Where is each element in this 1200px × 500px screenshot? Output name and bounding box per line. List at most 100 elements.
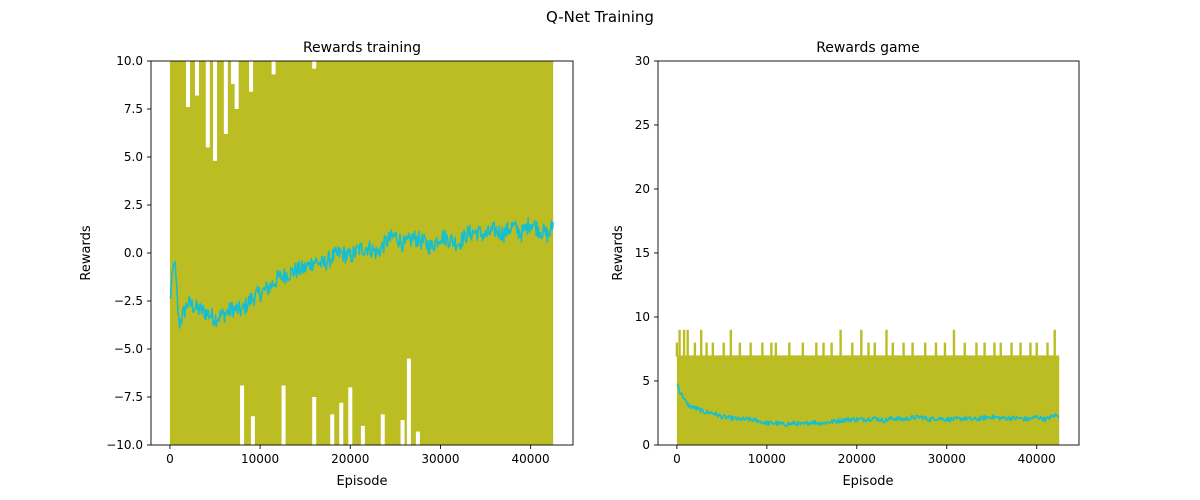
raw-spike	[699, 329, 703, 357]
moving-average-series	[169, 217, 554, 329]
x-tick-label: 30000	[928, 452, 966, 466]
raw-spike	[975, 342, 978, 357]
raw-gap-top	[223, 61, 228, 134]
raw-gap-bottom	[415, 431, 420, 445]
raw-spike	[686, 329, 689, 357]
raw-gap-bottom	[339, 402, 344, 445]
raw-gap-top	[194, 61, 199, 96]
raw-spike	[867, 342, 870, 357]
y-tick-label: −7.5	[114, 390, 143, 404]
y-tick-label: −5.0	[114, 342, 143, 356]
raw-spike	[774, 342, 778, 357]
raw-band	[676, 355, 1060, 445]
chart-rewards-training: Rewards training 0 10000 20000 30000 40000 −…	[79, 40, 574, 489]
x-axis-label: Episode	[336, 474, 387, 489]
raw-spike	[729, 329, 733, 357]
y-tick-label: 10.0	[116, 54, 143, 68]
raw-gap-top	[205, 61, 210, 148]
moving-average-series	[676, 383, 1060, 428]
y-axis-label: Rewards	[611, 225, 626, 280]
raw-spike	[860, 329, 863, 357]
raw-spike	[839, 329, 842, 357]
y-tick-label: 25	[635, 118, 650, 132]
x-tick-label: 10000	[748, 452, 786, 466]
raw-spike	[1053, 329, 1056, 357]
raw-spike	[678, 329, 681, 357]
y-axis-label: Rewards	[79, 225, 94, 280]
x-tick-label: 40000	[512, 452, 550, 466]
chart-rewards-game: Rewards game 0 10000 20000 30000 40000 0 5 10 1…	[611, 40, 1080, 489]
y-tick-label: 0.0	[124, 246, 143, 260]
raw-spike	[1019, 342, 1022, 357]
raw-spike	[891, 342, 894, 357]
raw-spike	[722, 342, 725, 357]
y-tick-label: 5.0	[124, 150, 143, 164]
raw-spike	[815, 342, 818, 357]
raw-spike	[923, 342, 927, 357]
x-tick-label: 0	[673, 452, 681, 466]
y-tick-label: 5	[642, 374, 650, 388]
raw-spike	[851, 342, 854, 357]
raw-spike	[952, 329, 956, 357]
raw-spike	[873, 342, 876, 357]
y-tick-label: 15	[635, 246, 650, 260]
raw-gap-bottom	[400, 420, 405, 445]
raw-spike	[830, 342, 833, 357]
moving-average-line	[169, 217, 554, 329]
y-tick-label: −10.0	[106, 438, 143, 452]
raw-gap-bottom	[406, 358, 411, 445]
figure-suptitle: Q-Net Training	[546, 8, 654, 26]
raw-spike	[983, 342, 986, 357]
raw-spike	[770, 342, 773, 357]
raw-gap-bottom	[360, 425, 365, 445]
chart-title: Rewards game	[816, 40, 920, 56]
y-tick-label: 0	[642, 438, 650, 452]
raw-spike	[885, 329, 888, 357]
raw-spike	[675, 342, 679, 357]
raw-spike	[749, 342, 752, 357]
y-tick-label: 10	[635, 310, 650, 324]
raw-gap-top	[271, 61, 276, 75]
raw-spike	[788, 342, 791, 357]
y-tick-label: 20	[635, 182, 650, 196]
raw-spike	[934, 342, 938, 357]
chart-title: Rewards training	[303, 40, 421, 56]
raw-spike	[801, 342, 805, 357]
raw-spike	[711, 342, 715, 357]
raw-gap-bottom	[240, 385, 245, 445]
plot-area	[169, 61, 554, 445]
x-axis-label: Episode	[842, 474, 893, 489]
raw-spike	[1035, 342, 1038, 357]
raw-spike	[705, 342, 708, 357]
raw-spike	[1046, 342, 1049, 357]
raw-spike	[963, 342, 966, 357]
raw-gap-bottom	[348, 387, 353, 445]
x-tick-label: 0	[166, 452, 174, 466]
y-tick-label: 30	[635, 54, 650, 68]
raw-spike	[1029, 342, 1032, 357]
y-tick-label: −2.5	[114, 294, 143, 308]
y-axis-ticks: 0 5 10 15 20 25 30	[635, 54, 658, 452]
x-tick-label: 10000	[241, 452, 279, 466]
plot-area	[675, 329, 1060, 445]
x-tick-label: 20000	[331, 452, 369, 466]
x-axis-ticks: 0 10000 20000 30000 40000	[673, 445, 1056, 466]
raw-gap-bottom	[330, 414, 335, 445]
raw-spike	[738, 342, 742, 357]
raw-gap-top	[185, 61, 190, 108]
raw-gap-top	[231, 61, 236, 85]
x-axis-ticks: 0 10000 20000 30000 40000	[166, 445, 550, 466]
raw-spike	[693, 342, 697, 357]
raw-spike	[761, 342, 764, 357]
raw-spike	[1010, 342, 1013, 357]
raw-rewards-series	[675, 329, 1060, 445]
y-axis-ticks: −10.0 −7.5 −5.0 −2.5 0.0 2.5 5.0 7.5 10.0	[106, 54, 151, 452]
raw-gap-bottom	[380, 414, 385, 445]
raw-spike	[902, 342, 905, 357]
raw-gap-top	[312, 61, 317, 69]
raw-spike	[943, 342, 947, 357]
raw-gap-top	[213, 61, 218, 161]
raw-gap-bottom	[281, 385, 286, 445]
raw-gap-bottom	[312, 397, 317, 445]
x-tick-label: 20000	[838, 452, 876, 466]
